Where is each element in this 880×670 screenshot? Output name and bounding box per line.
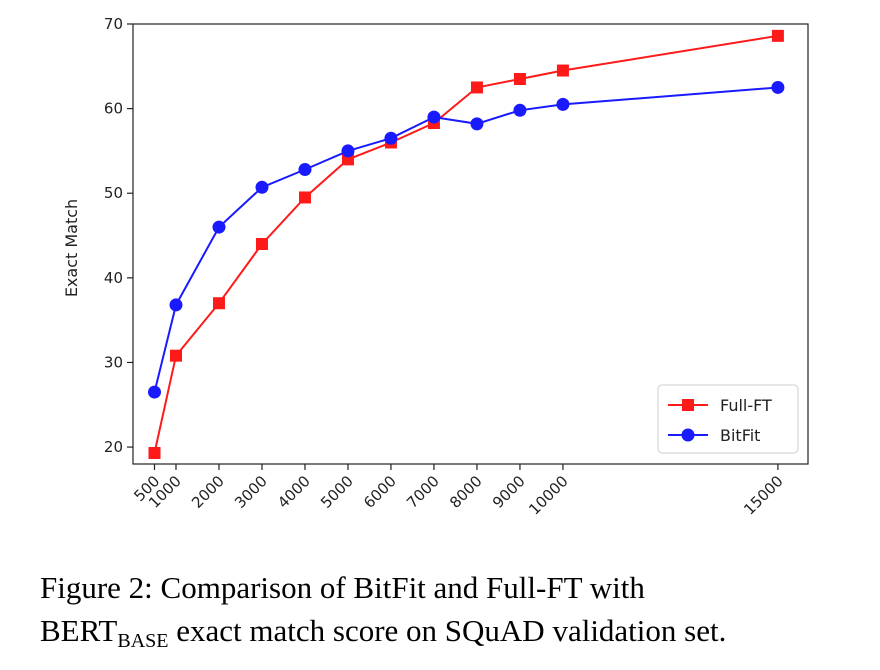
caption-bert: BERT: [40, 613, 118, 648]
point-bitfit-7000: [427, 110, 441, 124]
point-bitfit-15000: [771, 80, 785, 94]
legend-label-bitfit: BitFit: [720, 426, 760, 445]
point-full-ft-4000: [298, 191, 311, 204]
caption-base-subscript: BASE: [117, 630, 169, 652]
plot-frame: [132, 23, 809, 465]
x-tick-label-7000: 7000: [403, 472, 443, 512]
legend-label-full-ft: Full-FT: [720, 396, 772, 415]
point-bitfit-4000: [298, 163, 312, 177]
y-axis-label: Exact Match: [62, 199, 81, 297]
point-full-ft-500: [148, 447, 161, 459]
y-tick-label-30: 30: [104, 353, 123, 371]
point-bitfit-3000: [255, 180, 269, 194]
x-tick-label-3000: 3000: [231, 472, 271, 512]
point-bitfit-500: [147, 385, 161, 399]
x-tick-label-6000: 6000: [360, 472, 400, 512]
point-bitfit-5000: [341, 144, 355, 158]
x-tick-label-15000: 15000: [740, 472, 786, 518]
legend-marker-bitfit: [681, 428, 695, 442]
point-bitfit-1000: [169, 298, 183, 312]
x-tick-label-5000: 5000: [317, 472, 357, 512]
point-bitfit-8000: [470, 117, 484, 131]
x-tick-label-8000: 8000: [446, 472, 486, 512]
y-tick-label-50: 50: [104, 184, 123, 202]
y-tick-label-40: 40: [104, 269, 123, 287]
point-full-ft-8000: [470, 81, 483, 94]
point-bitfit-10000: [556, 97, 570, 111]
legend-marker-full-ft: [682, 399, 694, 411]
x-tick-label-10000: 10000: [525, 472, 571, 518]
caption-line-2-rest: exact match score on SQuAD validation se…: [168, 613, 727, 648]
series-line-full-ft: [153, 34, 779, 454]
point-full-ft-2000: [212, 297, 225, 310]
figure-caption: Figure 2: Comparison of BitFit and Full-…: [40, 566, 840, 652]
caption-line-1: Figure 2: Comparison of BitFit and Full-…: [40, 570, 645, 605]
point-full-ft-3000: [255, 238, 268, 250]
point-full-ft-9000: [513, 73, 526, 85]
x-tick-label-4000: 4000: [274, 472, 314, 512]
point-full-ft-1000: [169, 349, 182, 362]
series-line-bitfit: [153, 86, 778, 393]
point-bitfit-9000: [513, 103, 527, 117]
x-tick-label-9000: 9000: [489, 472, 529, 512]
x-tick-label-2000: 2000: [188, 472, 228, 512]
point-bitfit-6000: [384, 131, 398, 145]
point-full-ft-10000: [556, 64, 569, 77]
point-bitfit-2000: [212, 220, 226, 234]
point-full-ft-15000: [771, 29, 784, 42]
y-tick-label-20: 20: [104, 438, 123, 456]
y-tick-label-60: 60: [104, 100, 123, 118]
caption-line-2: BERTBASE exact match score on SQuAD vali…: [40, 609, 840, 652]
y-tick-label-70: 70: [104, 15, 123, 33]
